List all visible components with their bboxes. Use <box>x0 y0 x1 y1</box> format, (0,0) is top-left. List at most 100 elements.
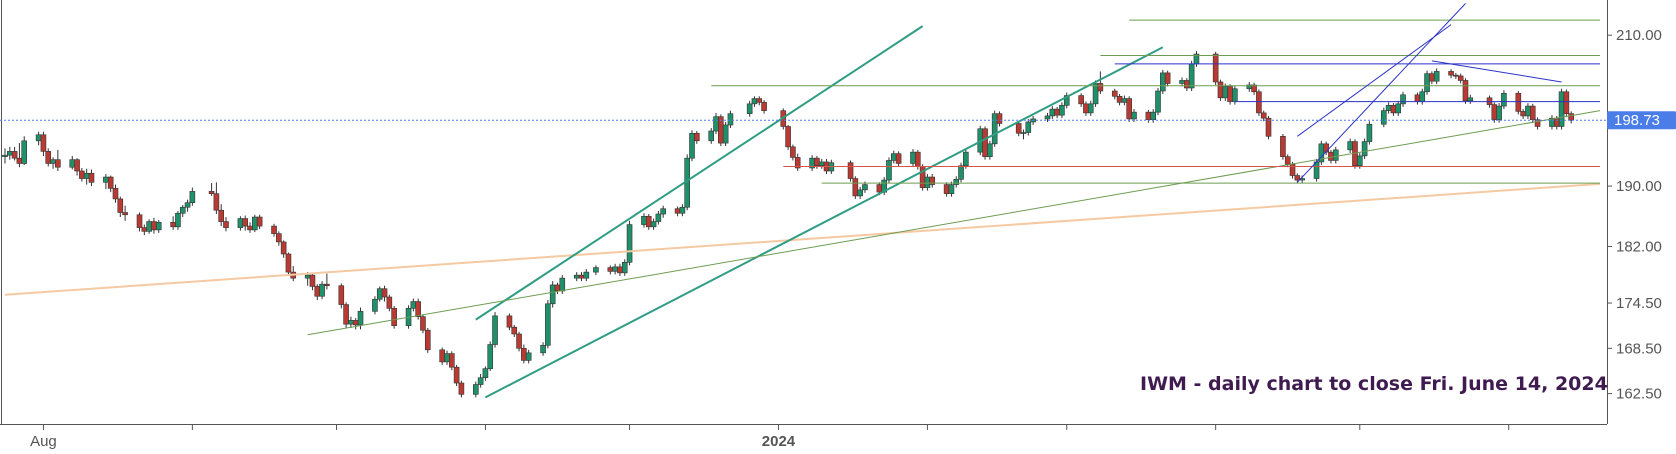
candle-body <box>237 218 244 228</box>
candle-body <box>376 288 383 300</box>
candle <box>338 283 345 309</box>
candle-body <box>276 233 282 243</box>
candle <box>252 214 258 233</box>
candle <box>88 169 95 187</box>
candle-body <box>1366 123 1373 142</box>
candle <box>1568 111 1574 124</box>
candle <box>175 210 181 230</box>
candle <box>1217 79 1224 101</box>
candle-body <box>444 353 450 363</box>
candle-body <box>655 213 662 222</box>
candle-body <box>1429 73 1435 82</box>
candle <box>420 314 426 334</box>
price-tick-label: 210.00 <box>1616 27 1662 44</box>
candle-body <box>223 221 229 228</box>
candle-body <box>1553 117 1560 127</box>
candle-body <box>1347 141 1353 151</box>
candle <box>391 306 397 329</box>
candle-body <box>1496 105 1502 120</box>
candle-body <box>218 209 224 222</box>
candle-body <box>1294 175 1301 181</box>
candle-body <box>814 157 820 167</box>
candle-body <box>756 98 763 103</box>
candle-body <box>554 284 561 292</box>
candle-body <box>420 316 426 331</box>
candle <box>285 252 292 276</box>
candle <box>689 130 695 162</box>
candle <box>271 223 277 237</box>
candle-body <box>948 184 955 194</box>
candle-body <box>506 315 513 328</box>
candle <box>343 302 349 328</box>
candle-body <box>1222 86 1229 99</box>
candle-body <box>1179 80 1185 84</box>
trendline <box>1296 3 1466 183</box>
candle <box>1496 103 1502 123</box>
candle-body <box>247 225 253 231</box>
candle <box>583 269 590 282</box>
candle-body <box>74 159 80 172</box>
trendline <box>4 182 1601 296</box>
candle <box>1063 92 1070 109</box>
candle-body <box>1078 95 1084 105</box>
candle-body <box>818 161 825 167</box>
candle-body <box>852 178 859 197</box>
candle <box>919 164 926 191</box>
candle-body <box>1145 111 1152 120</box>
candle-body <box>352 320 359 326</box>
price-tick-label: 182.00 <box>1616 238 1662 255</box>
candle-body <box>746 103 753 114</box>
candle <box>794 153 801 171</box>
candle-body <box>50 159 56 164</box>
candle <box>1251 82 1257 95</box>
candle-body <box>963 151 969 167</box>
candle <box>1256 89 1262 116</box>
candle-body <box>112 188 119 200</box>
candle-body <box>1491 104 1498 120</box>
candle-body <box>929 176 936 185</box>
candle-body <box>958 165 964 180</box>
candle-body <box>924 176 931 188</box>
candle <box>991 110 998 147</box>
candle-body <box>1563 91 1570 114</box>
last-price-tag: 198.73 <box>1607 111 1676 130</box>
candle <box>756 96 763 106</box>
candle <box>208 183 215 196</box>
candle <box>1424 70 1430 95</box>
candle-body <box>1054 108 1060 116</box>
candle-body <box>69 159 76 168</box>
trendlines <box>4 3 1601 399</box>
candle-body <box>11 151 18 159</box>
candle-body <box>1015 123 1022 134</box>
candle <box>1087 100 1094 116</box>
candle-body <box>256 216 263 227</box>
candle-body <box>309 274 316 287</box>
candle-body <box>1217 81 1224 99</box>
trendline <box>1297 24 1452 137</box>
candlesticks <box>2 51 1574 398</box>
candle-body <box>151 221 157 231</box>
candle <box>309 272 316 291</box>
candle <box>74 158 80 176</box>
candle-body <box>895 153 902 164</box>
candle <box>372 296 378 315</box>
candle-body <box>511 326 518 335</box>
candle <box>448 351 455 371</box>
candle-body <box>1116 96 1123 103</box>
candle-body <box>1150 111 1157 120</box>
candle-body <box>1087 103 1094 114</box>
candle <box>1467 94 1474 104</box>
candle <box>280 240 287 258</box>
candle <box>324 273 330 290</box>
candle-body <box>155 222 162 231</box>
candle-body <box>343 304 349 325</box>
candle <box>722 121 729 147</box>
candle-body <box>1212 53 1219 83</box>
candle <box>155 220 162 233</box>
candle <box>626 220 633 266</box>
candle-body <box>357 311 364 326</box>
candle <box>1078 93 1084 107</box>
candle <box>540 342 546 356</box>
candle <box>525 349 532 364</box>
candle <box>655 210 662 225</box>
